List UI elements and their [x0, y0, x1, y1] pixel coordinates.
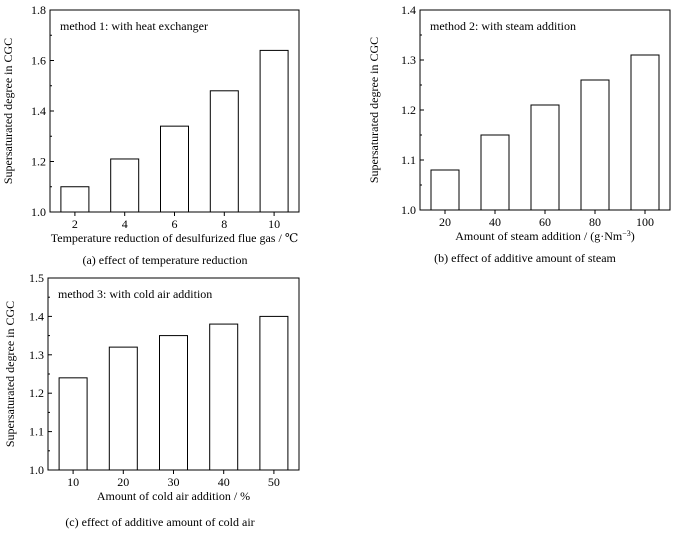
y-tick-label: 1.0: [31, 205, 46, 219]
bar-2: [60, 186, 90, 213]
y-tick-label: 1.1: [401, 153, 416, 167]
x-tick-label: 10: [67, 475, 79, 489]
bar-40: [209, 323, 239, 471]
y-tick-label: 1.2: [29, 386, 44, 400]
caption-c: (c) effect of additive amount of cold ai…: [65, 515, 255, 529]
bar-20: [430, 169, 460, 211]
x-tick-label: 6: [172, 217, 178, 231]
y-tick-label: 1.3: [29, 348, 44, 362]
chart-panel-a: 1.0 1.2 1.4 1.6 1.8 2 4 6 8 10 Temperature reducti…: [0, 0, 310, 270]
bar-60: [530, 104, 560, 211]
bar-30: [159, 335, 188, 471]
plot-annotation: method 2: with steam addition: [430, 19, 576, 33]
x-tick-label: 40: [489, 215, 501, 229]
x-tick-label: 60: [539, 215, 551, 229]
x-tick-label: 10: [268, 217, 280, 231]
chart-c-svg: 1.0 1.1 1.2 1.3 1.4 1.5 10 20 30 40 50 Amount of co…: [3, 271, 300, 503]
bar-4: [110, 158, 140, 213]
x-tick-label: 4: [122, 217, 128, 231]
plot-annotation: method 1: with heat exchanger: [60, 19, 208, 33]
bar-50: [259, 315, 289, 471]
x-tick-label: 50: [268, 475, 280, 489]
y-axis-label: Supersaturated degree in CGC: [3, 301, 17, 447]
x-axis-label: Amount of steam addition / (g·Nm−3): [455, 229, 635, 244]
y-tick-label: 1.5: [29, 271, 44, 285]
y-tick-label: 1.1: [29, 425, 44, 439]
y-tick-label: 1.0: [401, 203, 416, 217]
x-tick-label: 40: [218, 475, 230, 489]
y-tick-label: 1.0: [29, 463, 44, 477]
x-axis-label-tail: ): [631, 229, 635, 243]
plot-annotation: method 3: with cold air addition: [58, 287, 212, 301]
bar-8: [209, 90, 239, 213]
bar-10: [58, 377, 88, 471]
y-tick-label: 1.2: [401, 103, 416, 117]
x-tick-label: 80: [589, 215, 601, 229]
x-tick-label: 8: [221, 217, 227, 231]
x-axis-label-superscript: −3: [622, 229, 631, 238]
y-tick-label: 1.4: [29, 309, 44, 323]
y-tick-label: 1.4: [401, 3, 416, 17]
bar-10: [259, 49, 289, 213]
bar-6: [160, 125, 189, 213]
chart-panel-b: 1.0 1.1 1.2 1.3 1.4 20 40 60 80 100 Amount of stea…: [360, 0, 680, 270]
bar-80: [580, 79, 610, 211]
x-axis-label: Temperature reduction of desulfurized fl…: [51, 231, 299, 245]
y-tick-label: 1.8: [31, 3, 46, 17]
x-tick-label: 100: [636, 215, 654, 229]
y-tick-label: 1.4: [31, 104, 46, 118]
x-tick-label: 2: [72, 217, 78, 231]
caption-b: (b) effect of additive amount of steam: [434, 251, 616, 265]
y-tick-label: 1.2: [31, 155, 46, 169]
y-tick-label: 1.6: [31, 54, 46, 68]
caption-a: (a) effect of temperature reduction: [82, 253, 248, 267]
bar-20: [108, 346, 138, 471]
chart-panel-c: 1.0 1.1 1.2 1.3 1.4 1.5 10 20 30 40 50 Amount of co…: [0, 268, 310, 533]
y-tick-label: 1.3: [401, 53, 416, 67]
bar-100: [630, 54, 660, 211]
y-axis-label: Supersaturated degree in CGC: [1, 38, 15, 184]
x-tick-label: 30: [168, 475, 180, 489]
x-tick-label: 20: [117, 475, 129, 489]
x-tick-label: 20: [439, 215, 451, 229]
bar-40: [480, 134, 510, 211]
y-axis-label: Supersaturated degree in CGC: [367, 37, 381, 183]
x-axis-label: Amount of cold air addition / %: [97, 489, 250, 503]
